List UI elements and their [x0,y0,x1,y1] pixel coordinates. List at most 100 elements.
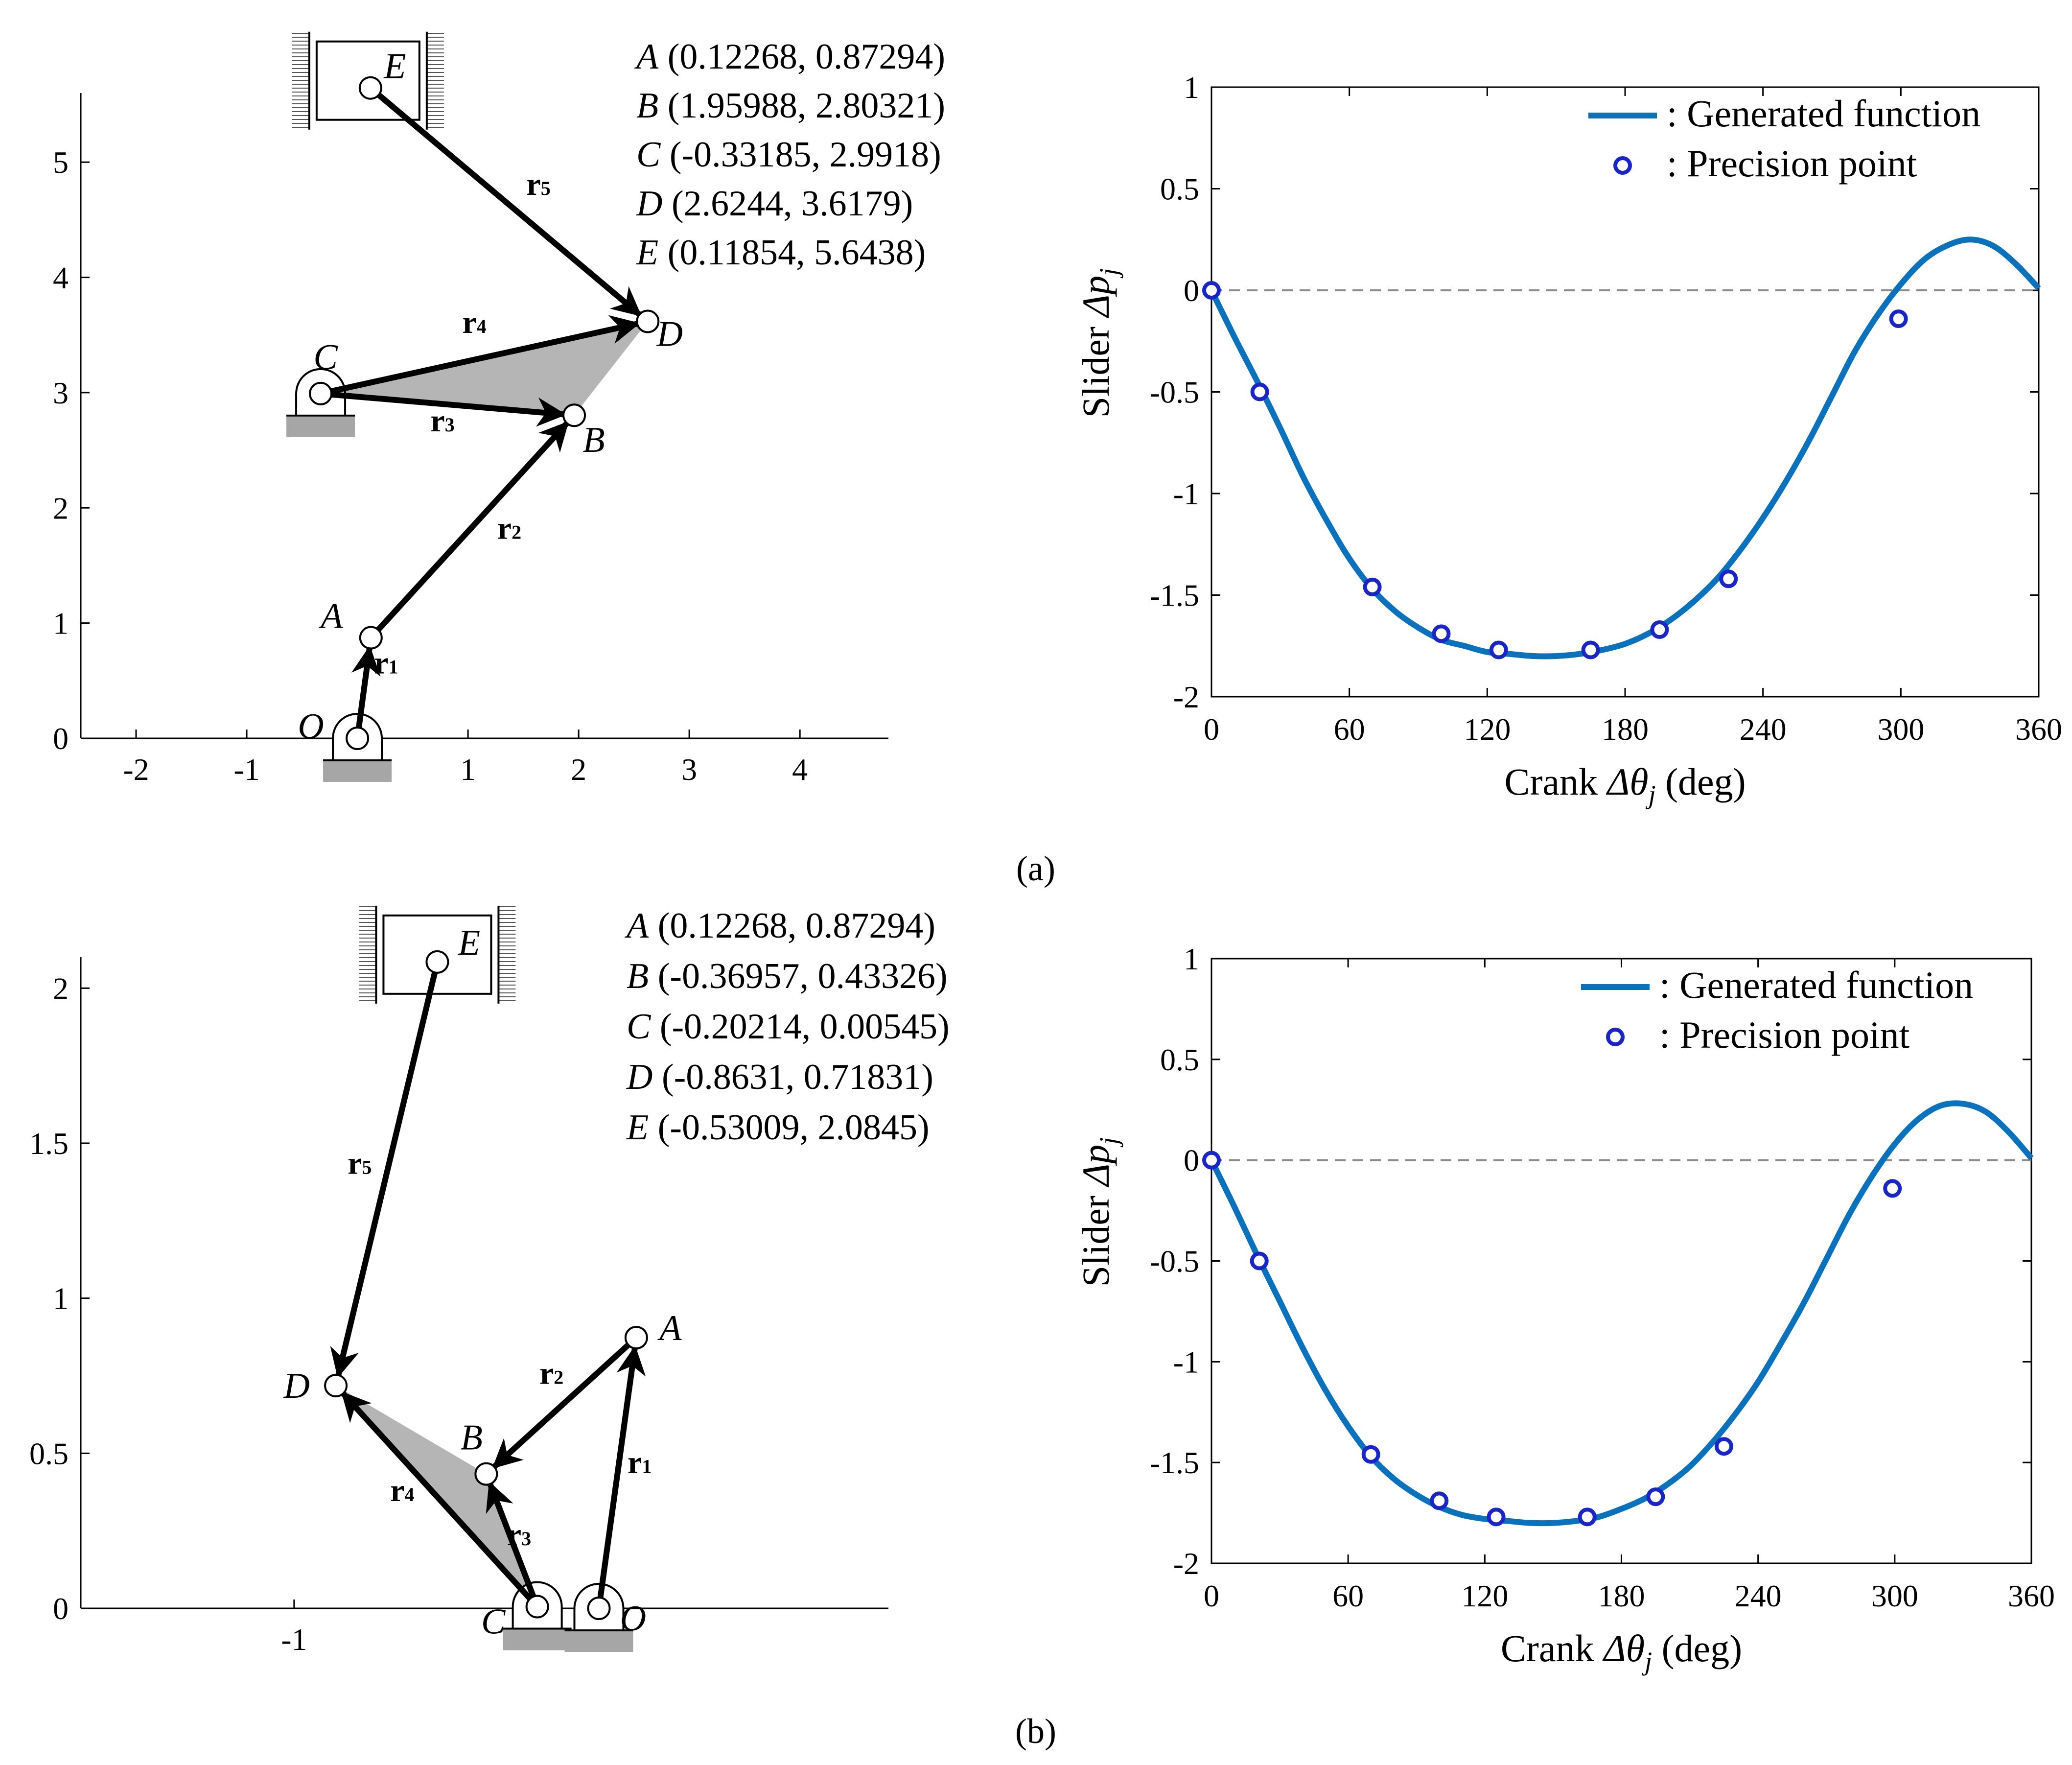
x-tick-label: 300 [1871,1578,1918,1613]
joint-O [587,1597,611,1620]
slider-guide-hatch-left [359,905,376,1004]
coordinate-E: E (-0.53009, 2.0845) [626,1107,930,1148]
coordinate-point-name: B [627,956,649,996]
y-axis-label-symbol: Δp [1074,1145,1117,1188]
generated-function-line [1209,236,2041,659]
y-tick-label: 5 [53,145,69,180]
joint-A [359,626,383,650]
joint-label-D: D [283,1366,309,1406]
y-axis-label-prefix: Slider [1074,317,1117,418]
legend-marker-swatch [1606,1028,1625,1046]
vector-label-r5: r5 [348,1145,372,1181]
x-axis-label-symbol: Δθ [1602,1627,1645,1670]
ground-base-O [323,761,392,782]
ground-base-C [503,1629,572,1650]
coordinate-A: A (0.12268, 0.87294) [624,906,935,946]
slider-guide-hatch-left [292,31,309,130]
coupler-triangle [321,321,648,416]
coordinate-value: (-0.53009, 2.0845) [649,1107,929,1148]
joint-label-A: A [318,596,343,636]
y-axis-label-sub: j [1094,268,1123,279]
x-axis-label-prefix: Crank [1504,760,1607,803]
y-tick-label: 0.5 [1160,1042,1199,1077]
joint-C [309,381,333,405]
x-tick-label: 360 [2015,712,2062,747]
joint-A [624,1326,648,1350]
legend-entry-precision: : Precision point [1659,1013,1910,1056]
coordinate-point-name: D [626,1057,652,1097]
coordinate-value: (-0.20214, 0.00545) [651,1007,949,1047]
joint-label-O: O [298,706,324,747]
precision-point [1489,640,1508,659]
coordinate-point-name: E [636,233,658,273]
joint-D [324,1374,348,1398]
coordinate-point-name: D [636,184,662,224]
x-tick-label: 1 [460,752,476,787]
vector-r3 [486,1481,538,1603]
joint-label-A: A [657,1308,682,1348]
x-tick-label: -1 [281,1622,307,1657]
coordinate-value: (-0.33185, 2.9918) [660,135,941,175]
x-axis-label: Crank Δθj (deg) [1504,760,1746,809]
x-tick-label: 180 [1598,1578,1645,1613]
joint-D [636,309,660,333]
y-tick-label: 1.5 [29,1126,69,1161]
vector-r1 [596,1345,646,1604]
x-axis-label-prefix: Crank [1501,1627,1604,1670]
legend-entry-precision: : Precision point [1667,142,1917,185]
y-axis-label-sub: j [1094,1137,1123,1148]
y-tick-label: 1 [53,1281,69,1316]
legend-marker-swatch [1613,156,1632,175]
joint-O [346,727,370,750]
precision-point [1430,1491,1449,1510]
vector-r4 [341,1391,536,1605]
vector-subscript: 5 [362,1156,372,1178]
coordinate-D: D (2.6244, 3.6179) [636,184,913,224]
x-tick-label: 360 [2008,1578,2055,1613]
x-tick-label: 60 [1334,712,1365,747]
coordinate-point-name: A [624,906,649,946]
coordinate-value: (0.11854, 5.6438) [658,233,926,273]
y-axis-label-prefix: Slider [1074,1186,1117,1287]
x-tick-label: 120 [1461,1578,1508,1613]
y-tick-label: -1 [1173,476,1199,511]
coordinate-point-name: B [636,86,658,126]
vector-subscript: 5 [541,177,551,199]
x-tick-label: 3 [681,752,697,787]
coordinate-value: (-0.8631, 0.71831) [652,1057,933,1097]
precision-point [1202,281,1221,300]
precision-point [1202,1151,1221,1170]
y-tick-label: 0 [53,721,69,756]
vector-subscript: 4 [477,315,487,337]
vector-label-r4: r4 [463,305,487,340]
x-axis-label-suffix: (deg) [1652,1627,1742,1670]
vector-label-r5: r5 [526,166,550,202]
y-tick-label: 2 [53,491,69,525]
joint-B [474,1462,498,1486]
x-tick-label: 4 [792,752,808,787]
x-axis-label-sub: j [1642,1647,1652,1676]
coordinate-A: A (0.12268, 0.87294) [634,37,945,77]
vector-r2 [492,1339,635,1469]
vector-label-r3: r3 [430,403,454,439]
vector-subscript: 3 [521,1528,531,1550]
precision-point [1432,624,1451,643]
precision-point [1363,577,1382,596]
y-tick-label: 2 [53,971,69,1006]
y-axis-label: Slider Δpj [1074,1137,1123,1287]
y-tick-label: 0.5 [1160,172,1199,207]
precision-point [1889,309,1908,329]
x-axis-label: Crank Δθj (deg) [1501,1627,1742,1676]
generated-function-line [1209,1100,2034,1527]
vector-r1 [351,645,381,734]
precision-point [1487,1507,1506,1527]
slider-guide-hatch-right [426,31,444,130]
vector-subscript: 1 [642,1456,652,1478]
joint-label-B: B [461,1418,483,1458]
x-tick-label: -2 [123,752,149,787]
x-tick-label: -1 [233,752,259,787]
vector-subscript: 3 [445,414,455,436]
x-tick-label: 180 [1602,712,1649,747]
mechanism-plot-a: -2-101234012345r1r2r3r4r5OABCDEA (0.1226… [53,31,945,787]
